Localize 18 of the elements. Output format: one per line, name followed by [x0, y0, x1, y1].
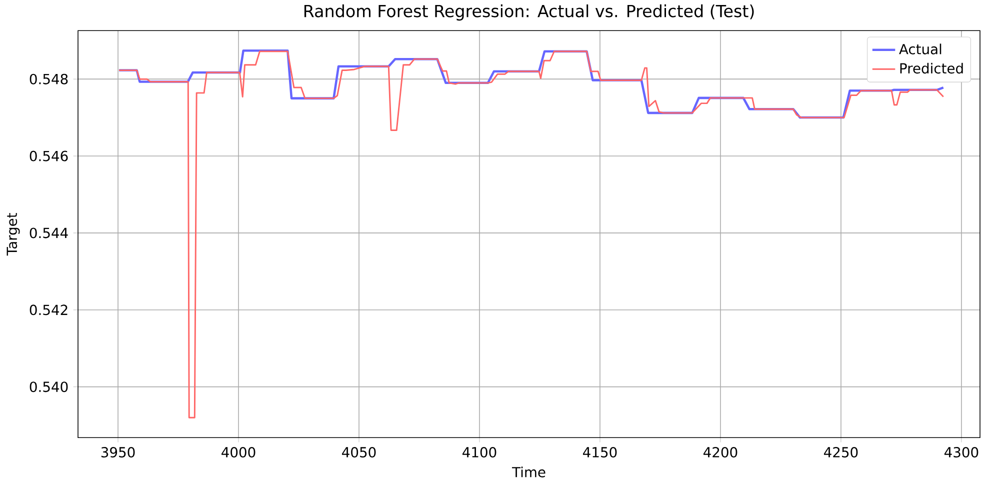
- x-axis-title: Time: [512, 466, 546, 478]
- x-tick-label: 4050: [342, 447, 376, 458]
- x-tick-label: 4200: [703, 447, 738, 458]
- x-tick-label: 4250: [824, 447, 858, 458]
- y-tick-label: 0.542: [30, 304, 68, 316]
- y-axis-title: Target: [6, 213, 20, 256]
- x-tick-label: 4000: [222, 447, 256, 458]
- chart-title: Random Forest Regression: Actual vs. Predicted (Test): [304, 4, 754, 21]
- x-tick-label: 3950: [101, 447, 135, 458]
- legend-label: Actual: [899, 44, 942, 55]
- y-tick-label: 0.548: [30, 74, 68, 85]
- y-tick-label: 0.544: [30, 228, 68, 238]
- x-tick-label: 4150: [583, 447, 617, 458]
- y-tick-label: 0.546: [30, 150, 68, 162]
- legend-label: Predicted: [900, 63, 963, 74]
- y-tick-label: 0.540: [30, 382, 68, 392]
- x-tick-label: 4100: [462, 447, 496, 458]
- x-tick-label: 4300: [944, 447, 978, 458]
